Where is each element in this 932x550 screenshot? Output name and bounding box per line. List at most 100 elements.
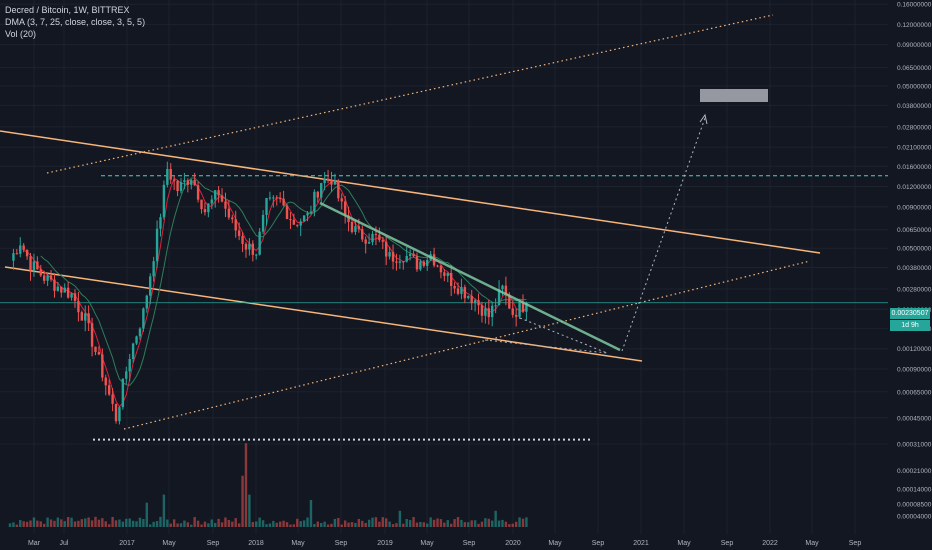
volume-bar bbox=[227, 519, 231, 527]
projection-arrowhead bbox=[699, 113, 708, 125]
candle-body bbox=[66, 287, 70, 298]
candle-body bbox=[337, 180, 340, 199]
candle-body bbox=[364, 239, 367, 244]
volume-bar bbox=[210, 519, 213, 527]
volume-bar bbox=[320, 523, 323, 527]
volume-bar bbox=[491, 520, 494, 527]
volume-bar bbox=[39, 521, 42, 527]
candle-body bbox=[196, 185, 200, 200]
candle-body bbox=[237, 230, 241, 236]
volume-bar bbox=[480, 521, 484, 527]
volume-bar bbox=[97, 519, 101, 527]
volume-bar bbox=[330, 523, 333, 527]
volume-bar bbox=[501, 519, 504, 527]
legend-symbol[interactable]: Decred / Bitcoin, 1W, BITTREX bbox=[5, 5, 130, 15]
volume-bar bbox=[275, 522, 278, 527]
candle-body bbox=[323, 178, 326, 184]
volume-bar bbox=[261, 520, 265, 527]
candle-body bbox=[422, 261, 426, 266]
candle-body bbox=[63, 287, 66, 293]
annotation-box[interactable] bbox=[700, 89, 768, 102]
candle-body bbox=[289, 219, 292, 221]
candle-body bbox=[446, 272, 449, 276]
candle-body bbox=[326, 178, 330, 181]
volume-tick-label: 0.00004000 bbox=[897, 514, 932, 521]
candle-body bbox=[385, 241, 388, 257]
volume-bar bbox=[456, 517, 460, 527]
volume-bar bbox=[255, 521, 258, 527]
volume-bar bbox=[265, 524, 268, 527]
volume-bar bbox=[251, 522, 255, 527]
candle-body bbox=[131, 343, 135, 359]
volume-bar bbox=[460, 519, 463, 527]
candle-body bbox=[487, 308, 490, 318]
volume-bar bbox=[323, 521, 326, 527]
projection-drawings[interactable] bbox=[319, 113, 708, 354]
candle-body bbox=[443, 272, 446, 276]
time-tick-label: Sep bbox=[207, 540, 220, 547]
candle-body bbox=[255, 254, 258, 256]
volume-bar bbox=[371, 517, 374, 527]
volume-bar bbox=[508, 524, 511, 527]
legend-volume[interactable]: Vol (20) bbox=[5, 29, 37, 39]
time-axis[interactable]: Mar Jul 2017 May Sep 2018 May Sep 2019 May Sep 2020… bbox=[28, 540, 861, 547]
volume-bar bbox=[292, 524, 296, 527]
volume-bar bbox=[231, 521, 234, 527]
candle-body bbox=[508, 294, 511, 309]
volume-bar bbox=[306, 517, 309, 527]
volume-bar bbox=[497, 520, 501, 527]
volume-bar bbox=[220, 522, 224, 527]
candle-body bbox=[265, 198, 268, 215]
candle-body bbox=[494, 305, 497, 307]
price-tick-label: 0.03800000 bbox=[897, 103, 932, 110]
candle-body bbox=[190, 179, 193, 185]
time-tick-label: 2018 bbox=[248, 540, 264, 547]
volume-bar bbox=[179, 523, 183, 527]
volume-bar bbox=[186, 522, 190, 527]
volume-bar bbox=[203, 521, 207, 527]
candle-body bbox=[111, 394, 114, 404]
volume-bar bbox=[419, 521, 422, 527]
candle-body bbox=[207, 203, 210, 213]
volume-bar bbox=[166, 519, 169, 527]
volume-tick-label: 0.00014000 bbox=[897, 487, 932, 494]
time-tick-label: 2017 bbox=[119, 540, 135, 547]
candle-body bbox=[282, 198, 285, 206]
candle-body bbox=[415, 256, 419, 270]
candle-body bbox=[484, 308, 487, 316]
candle-body bbox=[316, 191, 319, 198]
candle-body bbox=[292, 219, 296, 225]
volume-bar bbox=[361, 520, 364, 527]
volume-bar bbox=[12, 522, 15, 527]
volume-bar bbox=[453, 519, 456, 527]
volume-bar bbox=[107, 524, 111, 527]
volume-bar bbox=[121, 521, 125, 527]
volume-bar bbox=[66, 517, 70, 527]
candle-body bbox=[320, 183, 323, 198]
candle-body bbox=[12, 253, 15, 261]
time-tick-label: Jul bbox=[60, 540, 69, 547]
candle-body bbox=[166, 168, 169, 185]
volume-bar bbox=[43, 523, 46, 527]
candle-body bbox=[15, 253, 19, 255]
candle-body bbox=[176, 180, 179, 192]
time-tick-label: 2022 bbox=[762, 540, 778, 547]
candle-body bbox=[361, 229, 364, 240]
candle-body bbox=[302, 215, 306, 222]
candle-body bbox=[234, 219, 237, 231]
candle-body bbox=[391, 252, 395, 262]
candle-body bbox=[436, 265, 439, 267]
candle-body bbox=[521, 301, 525, 312]
legend-dma[interactable]: DMA (3, 7, 25, close, close, 3, 5, 5) bbox=[5, 17, 146, 27]
candle-body bbox=[467, 295, 470, 299]
candle-body bbox=[244, 243, 248, 250]
candle-body bbox=[125, 371, 128, 379]
volume-bar bbox=[70, 517, 73, 527]
volume-bar bbox=[149, 524, 152, 527]
candle-body bbox=[258, 231, 261, 255]
time-tick-label: May bbox=[548, 540, 562, 547]
candle-body bbox=[128, 358, 131, 372]
volume-bar bbox=[367, 519, 371, 527]
candle-body bbox=[104, 377, 107, 386]
